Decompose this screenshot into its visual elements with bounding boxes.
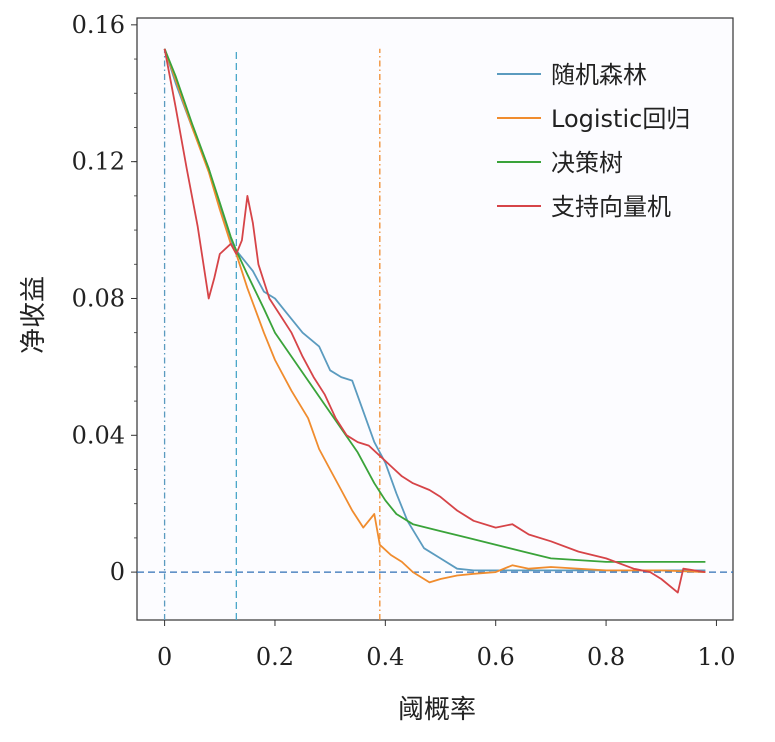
x-tick-label: 1.0 (697, 643, 735, 671)
x-tick-label: 0.4 (366, 643, 404, 671)
series-line-2 (163, 48, 706, 563)
series-line-3 (163, 48, 706, 594)
x-axis: 0 0.2 0.4 0.6 0.8 1.0 (157, 620, 736, 671)
x-tick-label: 0.2 (256, 643, 294, 671)
y-tick-label: 0 (110, 558, 125, 586)
x-tick-label: 0 (157, 643, 172, 671)
y-tick-label: 0.16 (72, 11, 125, 39)
series-lines (163, 48, 706, 594)
legend-label-3: 支持向量机 (551, 193, 671, 221)
y-axis-title: 净收益 (19, 276, 49, 354)
x-tick-label: 0.8 (587, 643, 625, 671)
legend-label-1: Logistic回归 (551, 105, 690, 133)
legend-label-2: 决策树 (551, 149, 623, 177)
series-line-0 (163, 48, 706, 572)
x-tick-label: 0.6 (477, 643, 515, 671)
reference-lines (137, 48, 733, 620)
y-axis: 0.16 0.12 0.08 0.04 0 (72, 11, 137, 586)
y-tick-label: 0.08 (72, 284, 125, 312)
y-tick-label: 0.04 (72, 421, 125, 449)
y-tick-label: 0.12 (72, 148, 125, 176)
legend-label-0: 随机森林 (551, 61, 647, 89)
x-axis-title: 阈概率 (398, 695, 476, 725)
